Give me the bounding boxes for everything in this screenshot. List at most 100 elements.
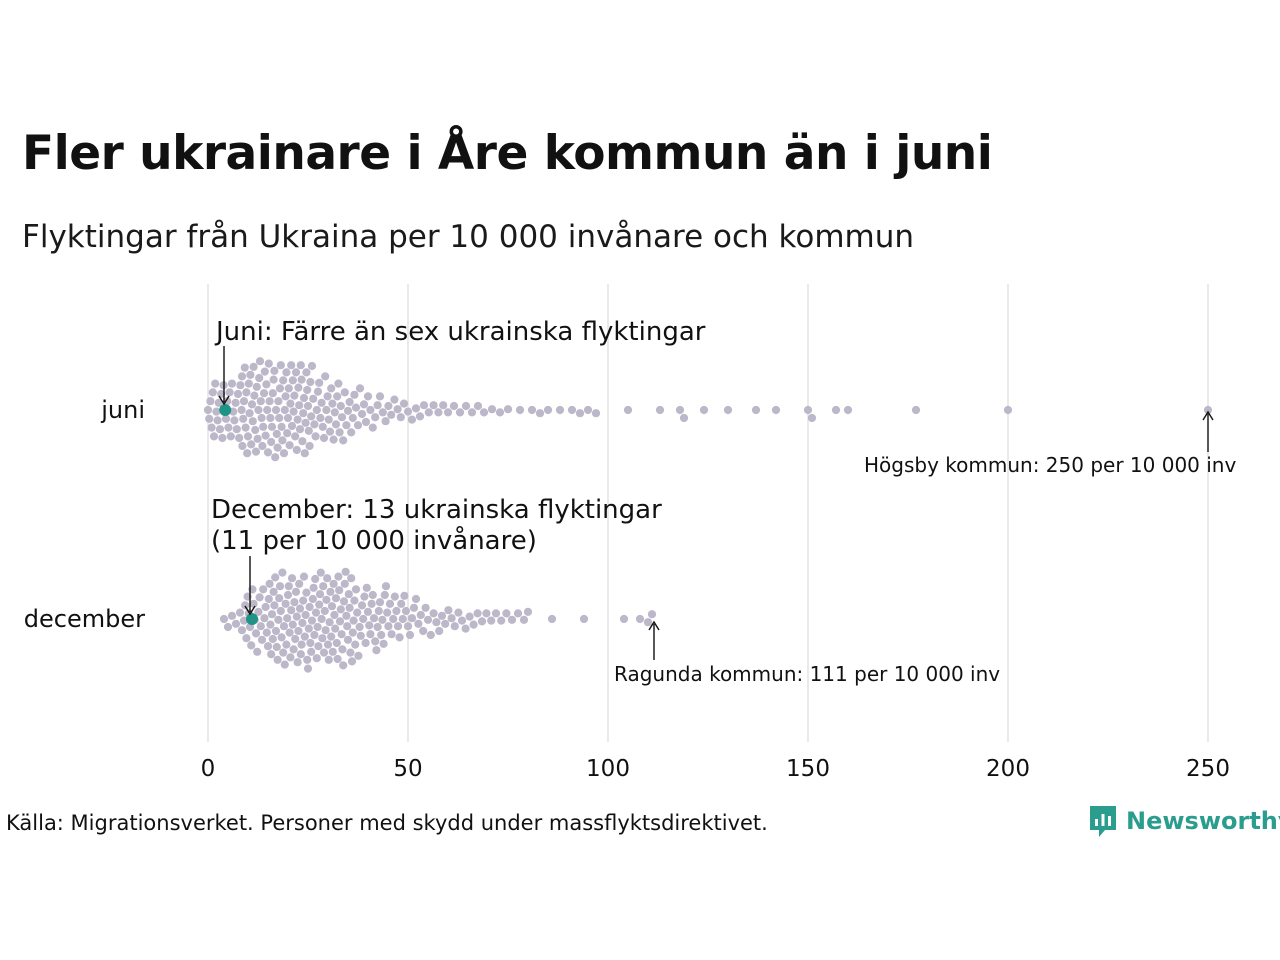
- data-point-juni: [353, 421, 363, 430]
- data-point-december: [227, 611, 237, 620]
- data-point-juni: [911, 405, 921, 415]
- data-point-december: [366, 630, 375, 639]
- data-point-juni: [591, 409, 601, 418]
- data-point-december: [398, 614, 407, 624]
- data-point-december: [473, 609, 482, 618]
- data-point-december: [265, 579, 274, 588]
- data-point-december: [290, 598, 299, 607]
- data-point-december: [368, 590, 377, 600]
- data-point-december: [264, 594, 273, 604]
- data-point-juni: [291, 432, 300, 441]
- data-point-december: [278, 568, 287, 577]
- data-point-juni: [307, 361, 317, 371]
- data-point-december: [247, 641, 256, 650]
- data-point-december: [354, 651, 363, 660]
- data-point-juni: [343, 406, 353, 415]
- data-point-december: [523, 607, 533, 616]
- data-point-juni: [249, 362, 258, 371]
- data-point-december: [345, 603, 354, 612]
- data-point-december: [372, 646, 381, 655]
- data-point-december: [257, 635, 267, 644]
- data-point-juni: [336, 401, 345, 411]
- data-point-juni: [289, 407, 298, 416]
- data-point-december: [279, 648, 288, 657]
- data-point-juni: [238, 441, 247, 451]
- data-point-december: [513, 609, 523, 618]
- data-point-december: [318, 634, 327, 643]
- data-point-december: [260, 614, 269, 623]
- data-point-december: [407, 614, 417, 623]
- data-point-december: [321, 626, 330, 635]
- data-point-december: [259, 585, 268, 594]
- data-point-juni: [251, 447, 261, 456]
- data-point-december: [343, 622, 352, 631]
- data-point-december: [287, 606, 296, 615]
- data-point-december: [296, 650, 305, 659]
- data-point-december: [316, 568, 325, 577]
- arrowhead-december: [244, 605, 256, 616]
- data-point-december: [328, 647, 337, 656]
- data-point-juni: [284, 384, 293, 393]
- data-point-december: [287, 574, 297, 583]
- data-point-juni: [293, 415, 302, 424]
- x-tick-label: 0: [201, 756, 216, 782]
- data-point-juni: [623, 405, 633, 415]
- data-point-juni: [371, 413, 380, 422]
- data-point-december: [421, 603, 430, 612]
- data-point-december: [253, 647, 262, 656]
- data-point-december: [477, 617, 487, 626]
- data-point-juni: [263, 405, 272, 415]
- data-point-december: [360, 592, 369, 601]
- data-point-december: [299, 596, 308, 605]
- data-point-juni: [843, 405, 853, 415]
- data-point-juni: [429, 401, 438, 410]
- data-point-juni: [396, 413, 405, 422]
- data-point-december: [271, 573, 280, 582]
- annotation-december-line1: December: 13 ukrainska flyktingar: [211, 495, 662, 525]
- data-point-december: [393, 622, 403, 631]
- data-point-juni: [424, 408, 433, 417]
- data-point-december: [390, 592, 399, 601]
- annotation-layer: Juni: Färre än sex ukrainska flyktingar …: [211, 317, 1236, 686]
- data-point-december: [249, 599, 258, 608]
- data-point-juni: [575, 409, 585, 418]
- data-point-december: [435, 626, 444, 636]
- data-point-december: [219, 614, 229, 624]
- data-point-juni: [515, 405, 525, 415]
- data-point-juni: [339, 436, 348, 445]
- highlight-point-december: [246, 613, 258, 625]
- data-point-juni: [237, 405, 246, 415]
- data-point-juni: [295, 401, 304, 410]
- data-point-december: [377, 630, 386, 640]
- data-point-december: [241, 601, 250, 610]
- data-point-juni: [221, 414, 231, 423]
- data-point-juni: [307, 412, 316, 421]
- source-note: Källa: Migrationsverket. Personer med sk…: [6, 811, 768, 835]
- data-point-juni: [359, 400, 369, 409]
- data-point-juni: [368, 423, 377, 432]
- data-point-december: [347, 574, 356, 583]
- data-point-december: [365, 621, 374, 630]
- data-point-december: [251, 629, 261, 638]
- data-point-juni: [236, 381, 245, 390]
- data-point-december: [237, 626, 247, 635]
- data-point-december: [337, 630, 346, 639]
- data-point-juni: [334, 379, 343, 388]
- data-point-december: [304, 624, 313, 633]
- data-point-juni: [387, 410, 396, 419]
- data-point-december: [262, 628, 271, 637]
- data-point-juni: [306, 377, 315, 387]
- data-point-december: [647, 610, 657, 619]
- data-point-december: [416, 610, 425, 620]
- data-point-december: [293, 658, 302, 667]
- data-point-juni: [328, 399, 337, 408]
- data-point-juni: [321, 372, 330, 381]
- data-point-juni: [384, 401, 393, 411]
- data-point-juni: [309, 394, 318, 403]
- data-point-juni: [723, 405, 733, 415]
- data-point-juni: [245, 409, 254, 418]
- data-point-juni: [340, 388, 349, 397]
- data-point-juni: [260, 367, 269, 376]
- data-point-juni: [279, 376, 288, 385]
- data-point-juni: [439, 401, 448, 410]
